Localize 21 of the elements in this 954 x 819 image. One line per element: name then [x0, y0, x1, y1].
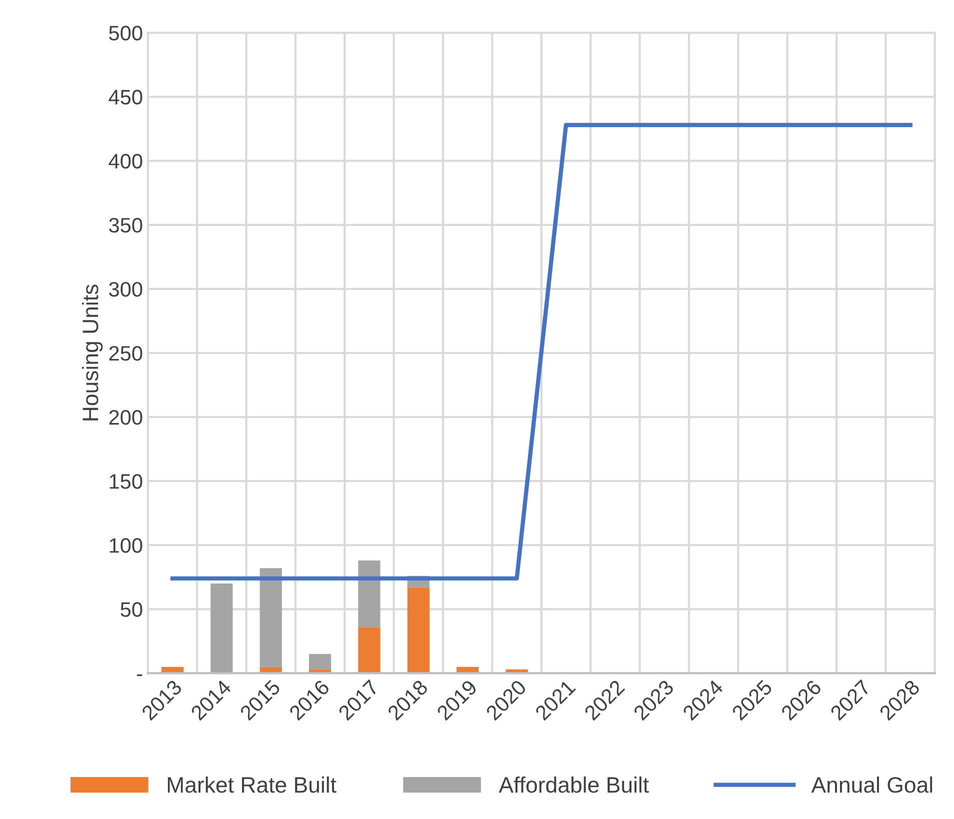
bar: [308, 654, 332, 670]
bar: [210, 584, 233, 674]
bar: [358, 560, 380, 628]
y-tick-label: 150: [110, 474, 142, 489]
bar: [260, 568, 282, 667]
y-tick-label: 200: [109, 410, 142, 425]
bar: [407, 587, 430, 674]
y-tick-label: 50: [120, 602, 142, 617]
y-tick-label: 450: [108, 90, 142, 105]
y-tick-label: 250: [109, 346, 142, 361]
y-tick-label: 300: [109, 282, 142, 297]
legend-label: Market Rate Built: [168, 776, 336, 793]
y-tick-label: 500: [109, 26, 142, 41]
y-tick-label: -: [136, 674, 142, 676]
legend-label: Affordable Built: [498, 776, 649, 793]
y-tick-label: 100: [110, 538, 142, 553]
y-tick-label: 400: [108, 154, 142, 169]
bar: [358, 627, 380, 674]
y-axis-title: Housing Units: [82, 284, 103, 420]
y-tick-label: 350: [109, 218, 142, 233]
legend-label: Annual Goal: [811, 776, 932, 793]
